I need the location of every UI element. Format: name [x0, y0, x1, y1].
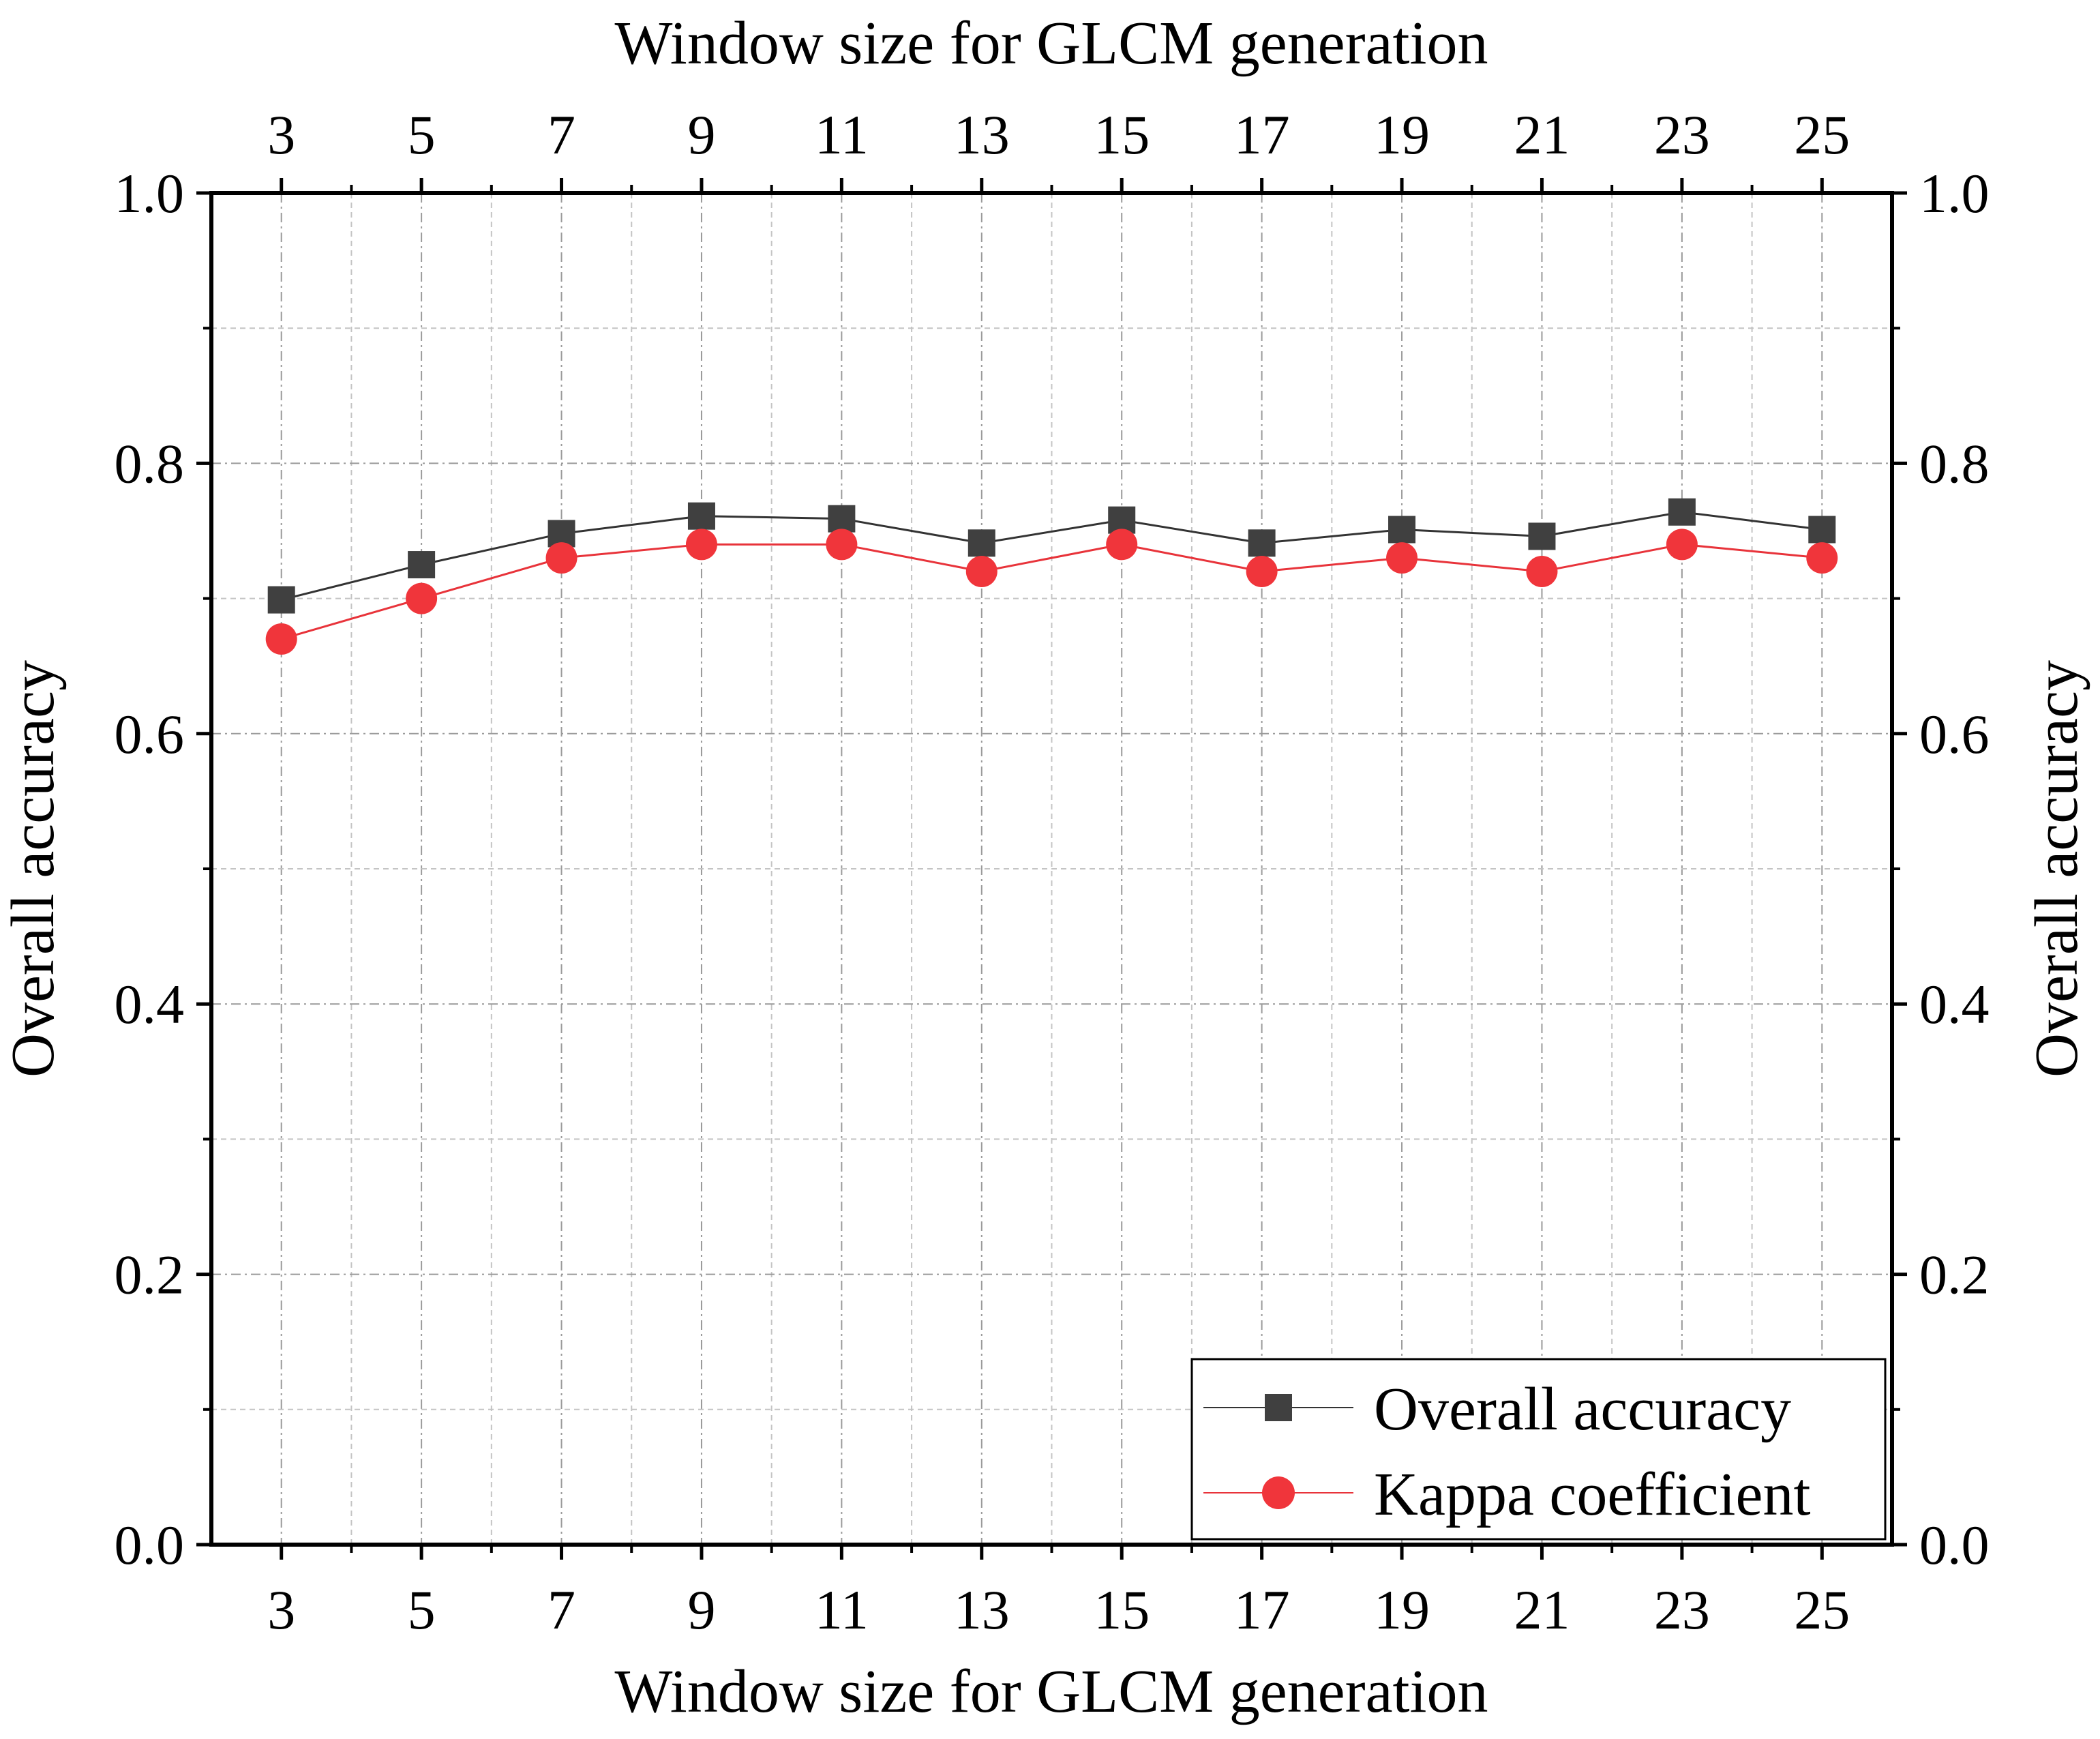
data-point-overall-accuracy — [1528, 522, 1556, 550]
x-axis-title-bottom: Window size for GLCM generation — [614, 1658, 1488, 1725]
data-point-overall-accuracy — [1248, 529, 1276, 557]
y-tick-label-left: 1.0 — [115, 162, 185, 224]
y-tick-label-right: 1.0 — [1919, 162, 1990, 224]
x-tick-label-top: 15 — [1094, 104, 1150, 166]
x-tick-label-top: 11 — [815, 104, 869, 166]
data-point-kappa-coefficient — [1526, 555, 1558, 587]
data-point-kappa-coefficient — [1666, 529, 1698, 561]
x-tick-label-bottom: 19 — [1374, 1579, 1430, 1641]
data-point-overall-accuracy — [408, 551, 436, 579]
y-tick-label-right: 0.8 — [1919, 432, 1990, 494]
x-tick-label-bottom: 5 — [408, 1579, 436, 1641]
axis-ticks — [196, 178, 1907, 1560]
x-tick-label-bottom: 21 — [1514, 1579, 1570, 1641]
series-lines — [281, 511, 1822, 640]
data-point-kappa-coefficient — [1386, 542, 1418, 574]
data-point-overall-accuracy — [1808, 516, 1836, 544]
legend-label-kappa-coefficient: Kappa coefficient — [1374, 1461, 1811, 1528]
x-tick-label-bottom: 11 — [815, 1579, 869, 1641]
data-point-kappa-coefficient — [965, 555, 997, 587]
data-point-overall-accuracy — [828, 505, 856, 533]
legend-marker-circle — [1262, 1476, 1295, 1509]
x-tick-label-top: 17 — [1234, 104, 1290, 166]
data-point-kappa-coefficient — [685, 529, 717, 561]
y-tick-label-left: 0.4 — [115, 973, 185, 1035]
legend-label-overall-accuracy: Overall accuracy — [1374, 1376, 1791, 1443]
x-tick-label-top: 21 — [1514, 104, 1570, 166]
x-tick-label-bottom: 9 — [687, 1579, 715, 1641]
legend-item-kappa-coefficient: Kappa coefficient — [1203, 1461, 1811, 1528]
data-point-overall-accuracy — [1388, 516, 1416, 544]
data-point-kappa-coefficient — [1246, 555, 1278, 587]
x-tick-label-bottom: 13 — [954, 1579, 1010, 1641]
data-point-overall-accuracy — [687, 502, 715, 530]
tick-labels: 3 3 5 5 7 7 9 9 11 11 13 13 15 15 17 17 19 19 21 21 23 23 25 25… — [115, 104, 1990, 1641]
x-tick-label-bottom: 25 — [1794, 1579, 1850, 1641]
series-markers — [265, 498, 1838, 655]
legend-box — [1190, 1358, 1887, 1541]
x-tick-label-top: 9 — [687, 104, 715, 166]
y-tick-label-left: 0.2 — [115, 1244, 185, 1306]
x-tick-label-bottom: 7 — [548, 1579, 575, 1641]
y-tick-label-left: 0.8 — [115, 432, 185, 494]
y-tick-label-right: 0.4 — [1919, 973, 1990, 1035]
y-tick-label-right: 0.6 — [1919, 703, 1990, 765]
data-point-kappa-coefficient — [545, 542, 578, 574]
series-line-overall-accuracy — [281, 511, 1822, 601]
y-axis-title-left: Overall accuracy — [0, 660, 67, 1077]
x-tick-label-bottom: 3 — [267, 1579, 295, 1641]
series-line-kappa-coefficient — [281, 543, 1822, 640]
grid-lines — [211, 192, 1892, 1545]
legend: Overall accuracy Kappa coefficient — [1190, 1358, 1887, 1541]
data-point-kappa-coefficient — [406, 582, 438, 614]
x-tick-label-top: 5 — [408, 104, 436, 166]
data-point-kappa-coefficient — [1106, 529, 1138, 561]
data-point-overall-accuracy — [967, 529, 995, 557]
x-tick-label-top: 23 — [1654, 104, 1710, 166]
data-point-overall-accuracy — [267, 586, 295, 614]
data-point-overall-accuracy — [1668, 498, 1696, 526]
x-tick-label-bottom: 17 — [1234, 1579, 1290, 1641]
y-tick-label-right: 0.0 — [1919, 1514, 1990, 1576]
legend-marker-square — [1265, 1394, 1292, 1421]
x-tick-label-bottom: 23 — [1654, 1579, 1710, 1641]
data-point-kappa-coefficient — [1806, 542, 1838, 574]
data-point-kappa-coefficient — [826, 529, 858, 561]
y-tick-label-left: 0.6 — [115, 703, 185, 765]
x-tick-label-top: 25 — [1794, 104, 1850, 166]
y-axis-title-right: Overall accuracy — [2023, 660, 2090, 1077]
x-tick-label-top: 13 — [954, 104, 1010, 166]
x-axis-title-top: Window size for GLCM generation — [614, 10, 1488, 77]
data-point-kappa-coefficient — [265, 623, 297, 655]
x-tick-label-bottom: 15 — [1094, 1579, 1150, 1641]
x-tick-label-top: 3 — [267, 104, 295, 166]
x-tick-label-top: 19 — [1374, 104, 1430, 166]
x-tick-label-top: 7 — [548, 104, 575, 166]
y-tick-label-right: 0.2 — [1919, 1244, 1990, 1306]
legend-item-overall-accuracy: Overall accuracy — [1203, 1376, 1791, 1443]
y-tick-label-left: 0.0 — [115, 1514, 185, 1576]
